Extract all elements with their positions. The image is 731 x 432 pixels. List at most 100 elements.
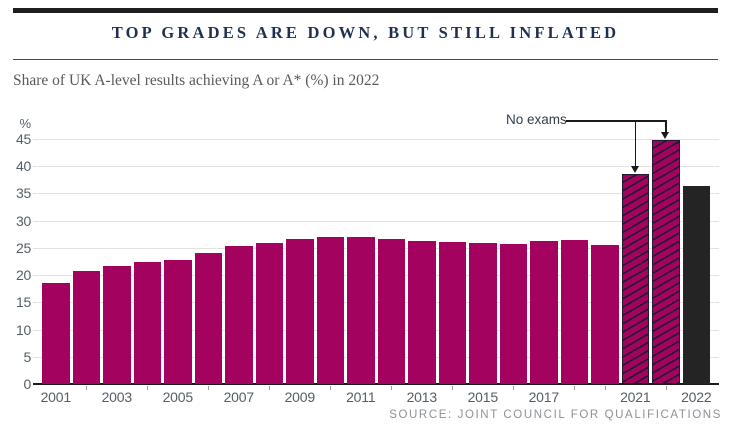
bar-2005 [164,259,192,384]
x-tick-label-2011: 2011 [346,389,376,405]
bar-slot-2014 [438,139,466,390]
bar-slot-2017: 2017 [529,139,559,405]
bar-slot-2020: 2021 [620,139,651,405]
bar-slot-2005: 2005 [163,139,193,405]
gridline-45 [33,139,719,140]
x-tick-mark-2018 [574,386,576,390]
y-tick-label-30: 30 [16,212,31,229]
bar-2006 [194,252,222,384]
bar-2007 [225,246,253,384]
bar-slot-2007: 2007 [224,139,254,405]
x-tick-mark-2006 [208,386,210,390]
bars-area: 2001 2003 2005 2007 2009 2011 2013 2015 2017 2021… [33,139,719,405]
x-tick-mark-2019 [604,386,606,390]
annotation-arrow-stem [665,120,667,133]
bar-2018 [560,240,588,384]
bar-2019 [591,245,619,384]
bar-slot-2019 [591,139,619,390]
gridline-20 [33,275,719,277]
y-tick-label-45: 45 [16,131,31,147]
bar-slot-2016 [499,139,527,390]
no-exams-annotation-label: No exams [506,112,567,127]
gridline-30 [33,220,719,222]
bar-2016 [499,243,527,384]
y-tick-label-25: 25 [16,239,31,256]
gridline-15 [33,302,719,304]
top-rule [13,8,718,13]
bar-slot-2002 [72,139,100,390]
bar-slot-2011: 2011 [346,139,376,405]
y-tick-label-20: 20 [16,267,31,284]
bar-slot-2012 [377,139,405,390]
annotation-arrowhead [661,132,670,140]
bar-2020 [621,174,649,384]
bar-2010 [316,237,344,384]
chart-subtitle: Share of UK A-level results achieving A … [13,72,380,89]
x-tick-label-2009: 2009 [284,389,316,405]
bar-2013 [408,240,436,384]
x-tick-label-2017: 2017 [528,389,560,405]
y-tick-label-0: 0 [23,376,32,392]
bar-slot-2015: 2015 [468,139,498,405]
y-tick-label-10: 10 [16,321,31,338]
bar-2015 [469,243,497,384]
bar-slot-2018 [560,139,588,390]
gridline-40 [33,166,719,168]
title-divider [13,59,718,60]
x-tick-label-2007: 2007 [223,389,255,405]
bar-slot-2004 [133,139,161,390]
bar-2004 [133,262,161,384]
gridline-10 [33,329,719,331]
bar-2011 [347,237,375,384]
bar-slot-2022: 2022 [681,139,712,405]
bar-slot-2013: 2013 [407,139,437,405]
source-credit: SOURCE: JOINT COUNCIL FOR QUALIFICATIONS [389,409,722,421]
bar-slot-2001: 2001 [41,139,71,405]
x-tick-mark-2010 [330,386,332,390]
x-tick-mark-2021 [665,386,667,390]
x-tick-label-2001: 2001 [40,389,72,405]
bar-2008 [255,243,283,384]
bar-2003 [103,266,131,384]
bar-slot-2008 [255,139,283,390]
bar-2022 [682,185,710,384]
bar-2012 [377,239,405,384]
bar-2014 [438,242,466,384]
x-tick-mark-2008 [269,386,271,390]
annotation-connector-line [566,120,666,122]
y-tick-label-5: 5 [23,348,32,365]
bar-slot-2021 [652,139,680,390]
bar-2009 [286,238,314,384]
bar-slot-2009: 2009 [285,139,315,405]
x-tick-label-2003: 2003 [101,389,133,405]
x-tick-label-2022: 2022 [681,389,712,405]
bar-slot-2010 [316,139,344,390]
bar-2017 [530,240,558,384]
x-tick-mark-2014 [452,386,454,390]
bar-2002 [72,271,100,384]
x-tick-mark-2012 [391,386,393,390]
gridline-35 [33,193,719,195]
x-tick-label-2005: 2005 [162,389,194,405]
bar-2001 [42,282,70,384]
y-tick-label-15: 15 [16,294,31,311]
y-axis-unit-label: % [19,116,31,131]
x-tick-mark-2016 [513,386,515,390]
bar-2021 [652,140,680,384]
x-tick-label-2021: 2021 [620,389,651,405]
y-tick-label-40: 40 [16,158,31,175]
chart-title: TOP GRADES ARE DOWN, BUT STILL INFLATED [111,23,620,42]
annotation-arrow-stem [634,120,636,167]
x-tick-mark-2002 [86,386,88,390]
bar-slot-2006 [194,139,222,390]
x-tick-label-2013: 2013 [406,389,438,405]
annotation-arrowhead [630,166,639,174]
x-axis-line [33,383,719,385]
gridline-5 [33,356,719,358]
x-tick-label-2015: 2015 [467,389,499,405]
x-tick-mark-2004 [147,386,149,390]
gridline-25 [33,247,719,249]
y-tick-label-35: 35 [16,185,31,202]
